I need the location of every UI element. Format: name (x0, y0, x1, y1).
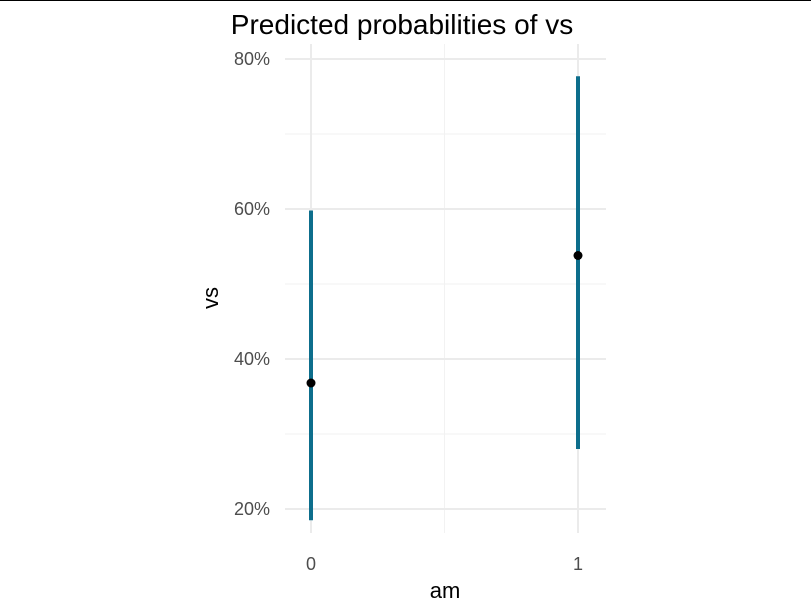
top-border-line (0, 0, 811, 1)
tick-labels: 20% 40% 60% 80% 0 1 (234, 49, 583, 574)
x-tick-label: 0 (306, 554, 316, 574)
estimate-point (306, 378, 316, 388)
grid (285, 44, 606, 533)
chart-title: Predicted probabilities of vs (231, 9, 573, 40)
data-marks (306, 76, 583, 521)
y-tick-label: 20% (234, 499, 270, 519)
x-axis-label: am (430, 578, 461, 603)
estimate-point (573, 251, 583, 260)
y-tick-label: 80% (234, 49, 270, 69)
y-tick-label: 60% (234, 199, 270, 219)
y-tick-label: 40% (234, 349, 270, 369)
x-tick-label: 1 (573, 554, 583, 574)
y-axis-label: vs (198, 287, 223, 309)
